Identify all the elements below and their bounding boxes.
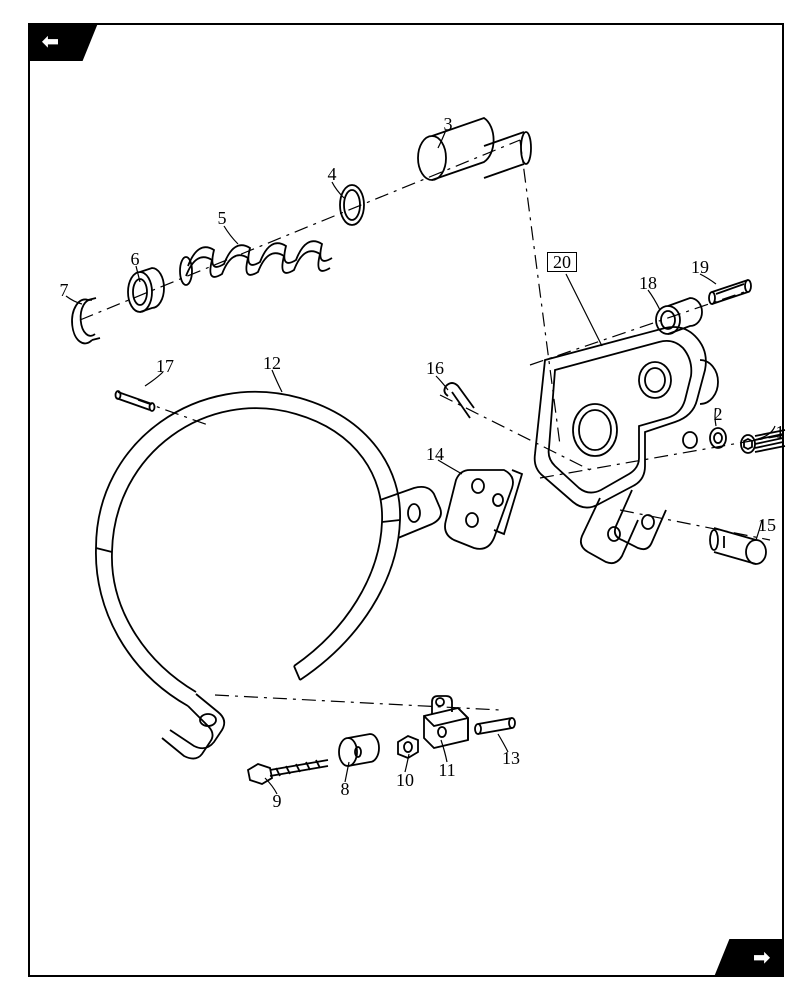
callout-leaders	[66, 130, 775, 794]
page-root: ⬅ ➡	[0, 0, 812, 1000]
label-12: 12	[263, 354, 281, 372]
label-17: 17	[156, 357, 174, 375]
assembly-axes	[80, 140, 785, 710]
part-lever-14	[445, 470, 522, 549]
part-cotter-16	[444, 383, 474, 418]
part-rollpin-17	[116, 391, 155, 411]
part-snapring-7	[72, 298, 100, 343]
part-bracket	[535, 327, 718, 563]
label-2: 2	[714, 405, 723, 423]
part-yoke-11	[424, 696, 468, 748]
part-washer-2	[710, 428, 726, 448]
label-8: 8	[341, 780, 350, 798]
label-20: 20	[547, 252, 577, 272]
label-18: 18	[639, 274, 657, 292]
label-11: 11	[438, 761, 455, 779]
part-nut-10	[398, 736, 418, 758]
label-14: 14	[426, 445, 444, 463]
label-16: 16	[426, 359, 444, 377]
label-19: 19	[691, 258, 709, 276]
label-15: 15	[758, 516, 776, 534]
label-13: 13	[502, 749, 520, 767]
label-1: 1	[776, 423, 785, 441]
part-spring-5	[180, 241, 332, 285]
label-4: 4	[328, 165, 337, 183]
label-10: 10	[396, 771, 414, 789]
label-5: 5	[218, 209, 227, 227]
label-3: 3	[444, 115, 453, 133]
part-brake-band	[96, 392, 441, 759]
part-pin-3	[418, 118, 531, 180]
exploded-diagram	[0, 0, 812, 1000]
label-7: 7	[60, 281, 69, 299]
part-pin-13	[475, 718, 515, 734]
part-oring-4	[340, 185, 364, 225]
part-screw-9	[248, 760, 328, 784]
label-6: 6	[131, 250, 140, 268]
label-9: 9	[273, 792, 282, 810]
part-barrel-8	[339, 734, 379, 766]
part-collar-6	[128, 268, 164, 312]
